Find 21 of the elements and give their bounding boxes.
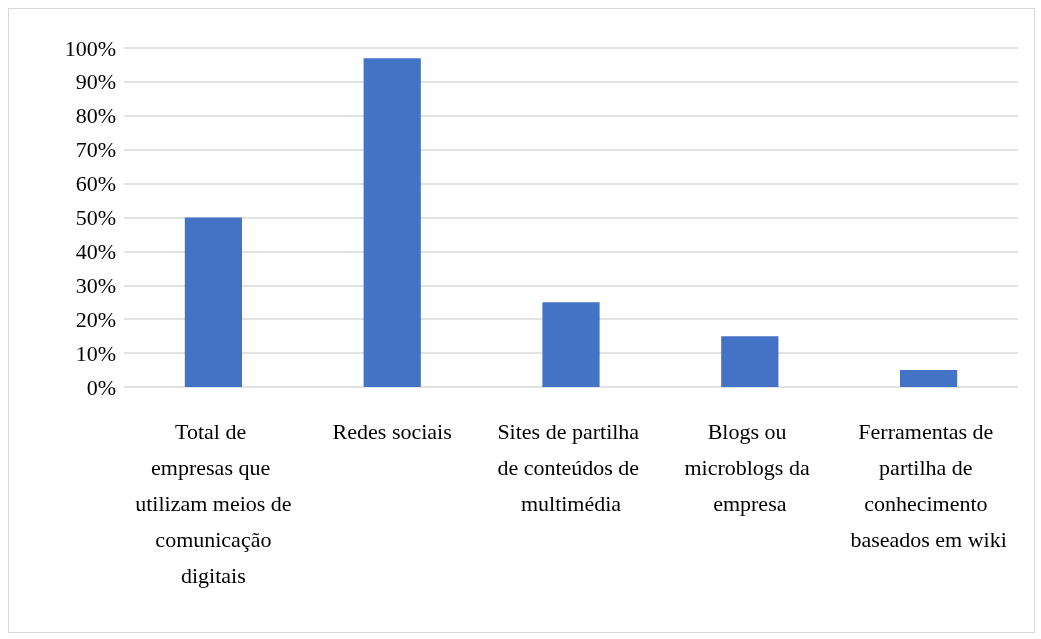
y-tick-label: 100%	[64, 35, 116, 61]
bar	[184, 217, 243, 387]
x-tick-label: Sites de partilha de conteúdos de multimédia	[497, 418, 645, 516]
x-tick-label: Blogs ou microblogs da empresa	[684, 418, 816, 516]
y-tick-label: 40%	[75, 238, 116, 264]
y-tick-label: 20%	[75, 306, 116, 332]
y-tick-label: 90%	[75, 69, 116, 95]
bar	[899, 370, 958, 387]
y-tick-label: 70%	[75, 137, 116, 163]
bar	[542, 302, 600, 387]
y-tick-label: 0%	[86, 374, 116, 400]
x-tick-label: Ferramentas de partilha de conhecimento baseados em wiki	[850, 418, 1007, 552]
x-tick-label: Total de empresas que utilizam meios de comunicação digitais	[135, 418, 292, 588]
bar	[363, 58, 421, 387]
y-tick-label: 10%	[75, 340, 116, 366]
x-tick-label: Redes sociais	[332, 418, 452, 444]
y-tick-label: 80%	[75, 103, 116, 129]
y-tick-label: 30%	[75, 272, 116, 298]
bar	[721, 336, 779, 387]
y-tick-label: 60%	[75, 171, 116, 197]
y-tick-label: 50%	[75, 205, 116, 230]
